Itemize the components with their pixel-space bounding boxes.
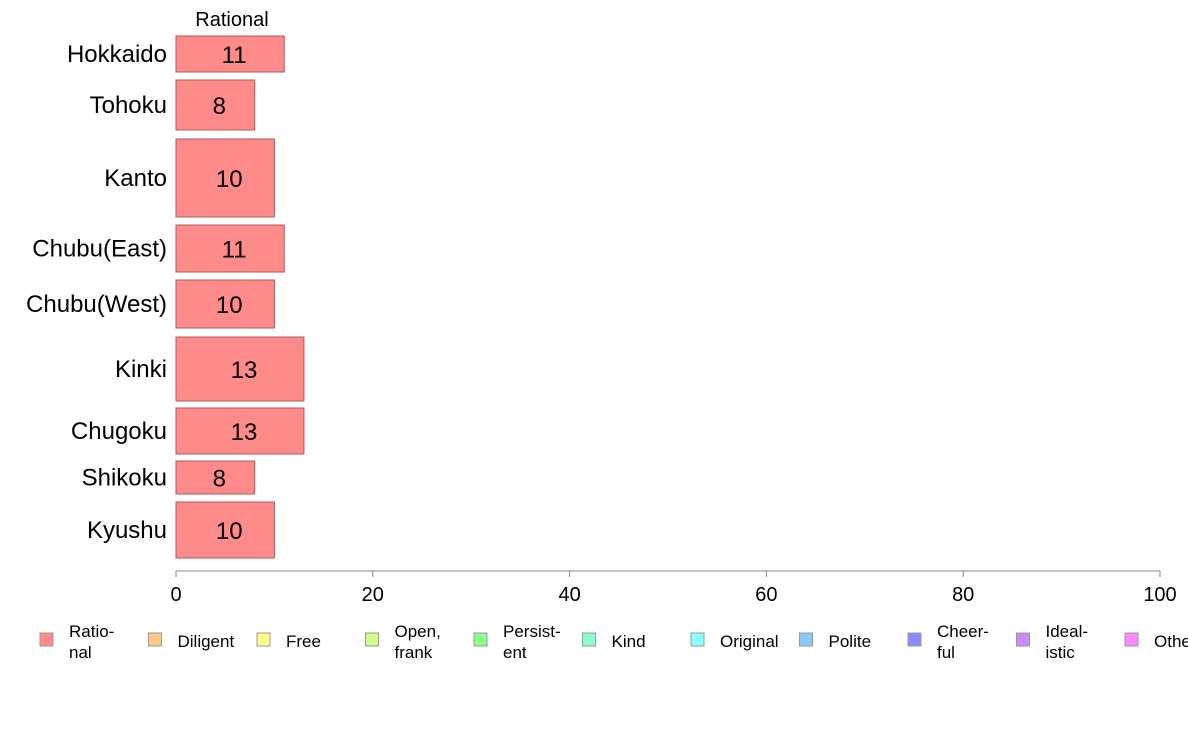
x-tick-label: 20 (362, 584, 384, 606)
data-label: 11 (222, 237, 247, 264)
category-label: Chubu(West) (26, 291, 167, 318)
category-label: Hokkaido (67, 41, 167, 68)
legend-label: frank (395, 643, 433, 662)
legend-label: Open, (395, 622, 441, 641)
legend-swatch (473, 632, 488, 647)
category-label: Chubu(East) (32, 236, 167, 263)
data-label: 13 (231, 419, 258, 446)
legend-label: Ratio- (69, 622, 114, 641)
legend-swatch (799, 632, 813, 647)
data-label: 8 (213, 93, 226, 120)
data-label: 8 (213, 466, 226, 493)
series-title: Rational (195, 9, 268, 31)
x-tick-label: 40 (558, 584, 580, 606)
bar (175, 224, 285, 273)
bar (175, 336, 305, 402)
legend-label: Free (286, 632, 321, 651)
legend-label: Original (720, 632, 779, 651)
legend-swatch (365, 632, 379, 647)
legend-label: Ideal- (1046, 622, 1089, 641)
legend-swatch (690, 632, 705, 647)
legend-swatch (39, 632, 54, 647)
x-tick-label: 100 (1143, 584, 1176, 606)
category-label: Kyushu (87, 517, 167, 544)
legend-label: Persist- (503, 622, 561, 641)
legend-label: ful (937, 643, 955, 662)
category-label: Chugoku (71, 418, 167, 445)
data-label: 10 (216, 292, 243, 319)
legend-swatch (907, 632, 922, 647)
bar (175, 279, 275, 329)
x-tick-label: 60 (755, 584, 777, 606)
legend-label: ent (503, 643, 527, 662)
data-label: 10 (216, 518, 243, 545)
bar (175, 35, 285, 73)
bar (175, 407, 305, 455)
legend-label: Diligent (178, 632, 235, 651)
category-label: Kinki (115, 356, 167, 383)
legend-label: istic (1046, 643, 1076, 662)
legend-label: Cheer- (937, 622, 989, 641)
x-tick-label: 0 (170, 584, 181, 606)
legend-swatch (1016, 632, 1030, 647)
legend-swatch (1124, 632, 1139, 647)
bar (175, 460, 256, 495)
data-label: 13 (231, 357, 258, 384)
legend-label: Kind (612, 632, 646, 651)
data-label: 10 (216, 166, 243, 193)
category-label: Shikoku (82, 465, 167, 492)
legend-swatch (148, 632, 162, 647)
bar (175, 501, 275, 559)
legend-swatch (582, 632, 596, 647)
legend-label: Polite (829, 632, 872, 651)
legend-swatch (256, 632, 271, 647)
category-label: Tohoku (90, 92, 167, 119)
legend-label: Other (1154, 632, 1188, 651)
legend-label: nal (69, 643, 92, 662)
bar (175, 79, 256, 131)
x-tick-label: 80 (952, 584, 974, 606)
data-label: 11 (222, 42, 247, 69)
bar (175, 138, 275, 218)
category-label: Kanto (104, 165, 167, 192)
